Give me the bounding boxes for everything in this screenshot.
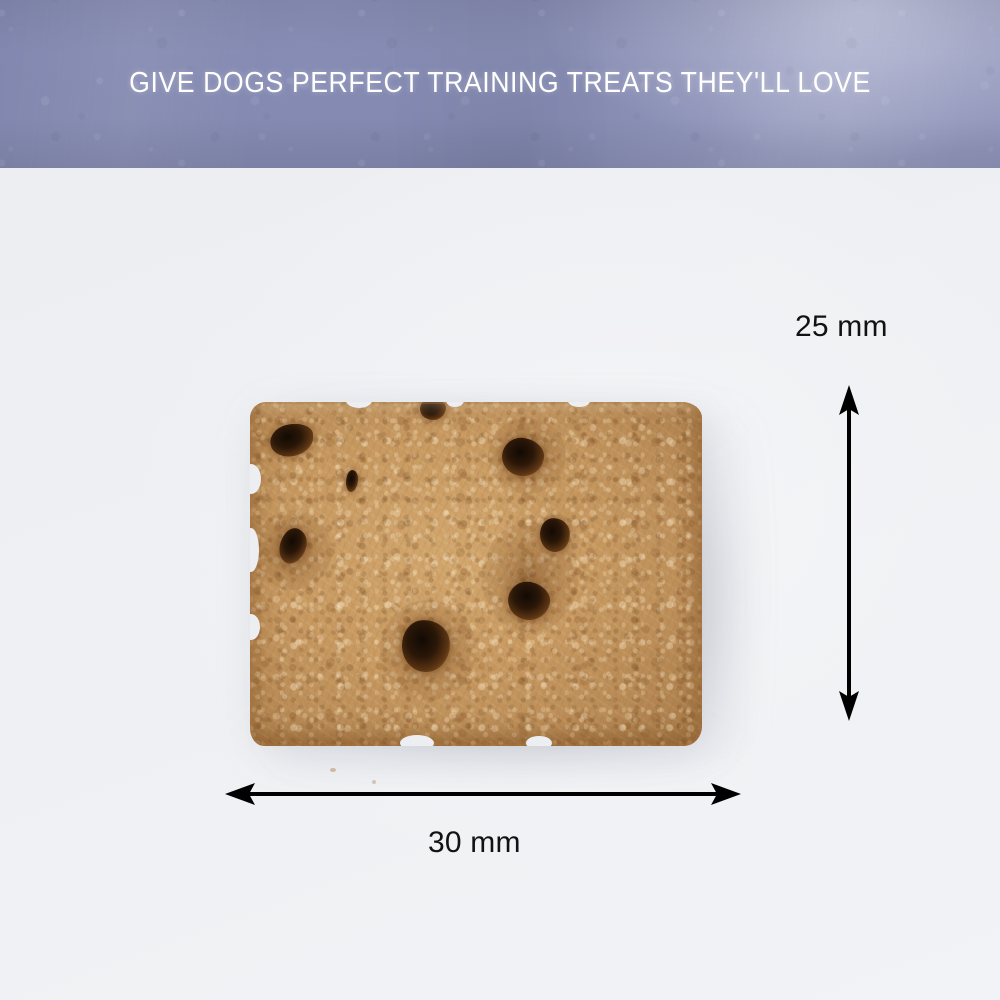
width-dimension-label: 30 mm [428, 826, 521, 859]
biscuit-edge-notch [400, 735, 434, 746]
biscuit-edge-notch [568, 402, 590, 407]
biscuit-edge-notch [250, 528, 259, 572]
biscuit-grain-streaks [250, 402, 702, 746]
biscuit-edge-notch [526, 736, 552, 746]
height-dimension-label: 25 mm [795, 310, 888, 343]
header-banner [0, 0, 1000, 168]
biscuit-grain-fine [250, 402, 702, 746]
banner-vignette [0, 0, 1000, 168]
banner-texture-overlay [0, 0, 1000, 168]
product-photo [0, 168, 1000, 1000]
biscuit-edge-notch [250, 464, 261, 494]
banner-streak-overlay [0, 0, 1000, 168]
biscuit-edge-notch [250, 614, 260, 640]
width-dimension-arrow [225, 783, 741, 805]
height-dimension-arrow [839, 385, 859, 721]
biscuit-edge-notch [446, 402, 464, 407]
crumb-speck [372, 780, 376, 784]
inclusion-hole [420, 402, 446, 420]
biscuit-edge-notch [346, 402, 372, 408]
crumb-speck [330, 768, 336, 772]
dog-treat-biscuit [250, 402, 702, 746]
biscuit-tone-layer [250, 402, 702, 746]
biscuit-edge [250, 402, 702, 746]
biscuit-grain-coarse [250, 402, 702, 746]
banner-headline: GIVE DOGS PERFECT TRAINING TREATS THEY'L… [129, 66, 871, 99]
